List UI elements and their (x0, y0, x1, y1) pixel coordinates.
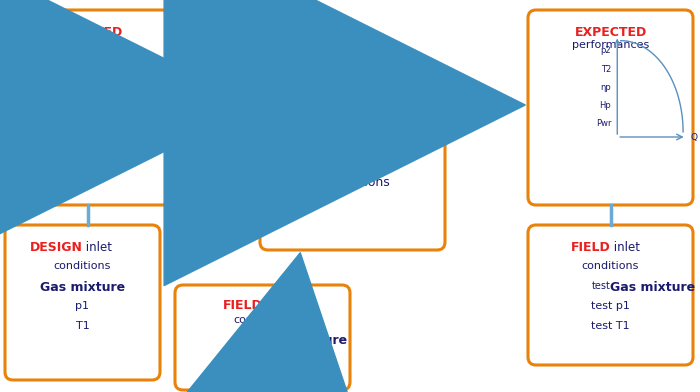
Text: conditions: conditions (234, 315, 291, 325)
Text: p2: p2 (78, 46, 88, 55)
Text: inlet: inlet (83, 241, 113, 254)
FancyBboxPatch shape (5, 10, 170, 205)
Text: Q: Q (167, 132, 174, 142)
FancyBboxPatch shape (528, 10, 693, 205)
Text: performances: performances (572, 40, 649, 50)
FancyBboxPatch shape (175, 285, 350, 390)
Text: Hp: Hp (76, 101, 88, 110)
Text: conditions: conditions (54, 261, 111, 271)
Text: ηp: ηp (78, 83, 88, 92)
Text: test T1: test T1 (592, 321, 630, 331)
Text: test p1: test p1 (591, 301, 630, 311)
Text: Thermo-mech: Thermo-mech (309, 158, 396, 171)
Text: calculations: calculations (315, 176, 390, 189)
Text: Gas mixture: Gas mixture (610, 281, 696, 294)
Text: Hp: Hp (599, 101, 611, 110)
FancyBboxPatch shape (5, 225, 160, 380)
FancyBboxPatch shape (260, 95, 445, 250)
Text: Pwr: Pwr (596, 119, 611, 128)
Text: test: test (244, 334, 262, 344)
FancyBboxPatch shape (528, 225, 693, 365)
Text: Gas mixture: Gas mixture (262, 334, 348, 347)
Text: EXPECTED: EXPECTED (51, 26, 124, 39)
Text: test T1: test T1 (243, 372, 282, 382)
Text: T1: T1 (76, 321, 90, 331)
Text: test: test (592, 281, 610, 291)
Text: conditions: conditions (582, 261, 639, 271)
Text: T2: T2 (78, 65, 88, 74)
Text: FIELD: FIELD (223, 299, 262, 312)
Text: Q: Q (690, 132, 697, 142)
Text: inlet: inlet (610, 241, 640, 254)
Text: EXPECTED: EXPECTED (575, 26, 647, 39)
Text: inlet: inlet (262, 299, 293, 312)
Text: FIELD: FIELD (570, 241, 610, 254)
Text: performances: performances (49, 40, 126, 50)
Text: p2: p2 (601, 46, 611, 55)
Text: T2: T2 (601, 65, 611, 74)
Text: p1: p1 (76, 301, 90, 311)
Text: DESIGN: DESIGN (29, 241, 83, 254)
Text: Gas mixture: Gas mixture (40, 281, 125, 294)
Text: test p1: test p1 (243, 353, 282, 363)
Text: ηp: ηp (601, 83, 611, 92)
Text: Pwr: Pwr (73, 119, 88, 128)
